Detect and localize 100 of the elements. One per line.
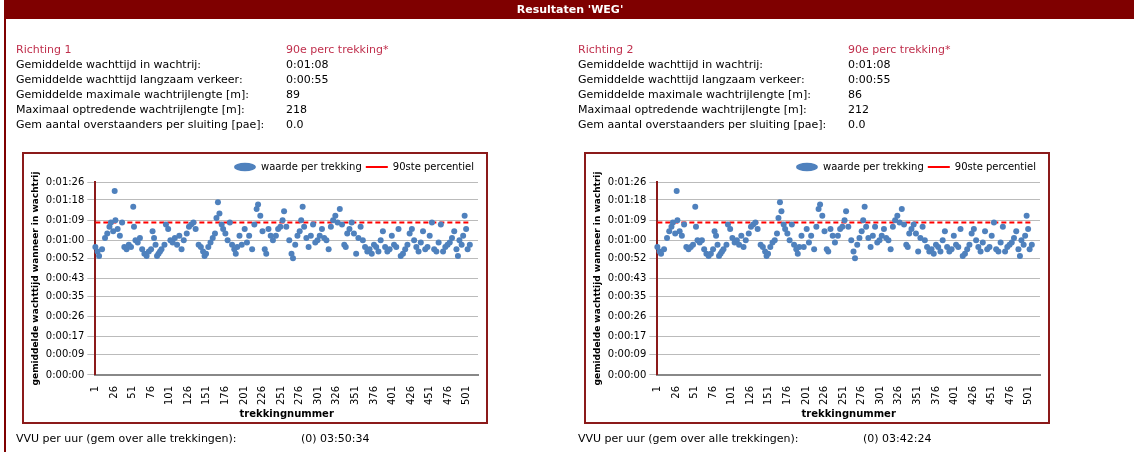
text: Gemiddelde wachttijd langzaam verkeer:	[16, 72, 244, 87]
text: VVU per uur (gem over alle trekkingen):	[578, 432, 800, 445]
y-tick-label: 0:00:00	[607, 368, 647, 380]
x-tick-label: 401	[948, 385, 960, 406]
y-tick-label: 0:00:35	[607, 290, 647, 301]
legend-label: waarde per trekking	[260, 160, 362, 172]
text: Gemiddelde wachttijd in wachtrij:	[578, 57, 764, 72]
x-tick-label: 176	[218, 385, 230, 406]
x-tick-label: 376	[929, 385, 941, 406]
x-axis-title: trekkingnummer	[801, 407, 896, 419]
y-tick-label: 0:01:26	[607, 175, 647, 187]
y-tick-label: 0:01:18	[607, 193, 647, 205]
x-tick-label: 76	[144, 385, 156, 399]
text: Gem aantal overstaanders per sluiting [pae]:	[16, 117, 266, 132]
x-tick-label: 126	[743, 385, 755, 406]
text: 0:00:55	[286, 72, 329, 87]
x-tick-label: 51	[688, 385, 700, 399]
y-tick-label: 0:01:09	[607, 213, 647, 225]
text: Maximaal optredende wachtrijlengte [m]:	[578, 102, 808, 117]
x-tick-label: 276	[855, 385, 867, 406]
x-tick-label: 226	[818, 385, 830, 406]
x-tick-label: 501	[460, 385, 472, 406]
y-tick-label: 0:00:00	[45, 368, 85, 380]
x-tick-label: 301	[873, 385, 885, 406]
text: 86	[848, 87, 862, 102]
text: Richting 1	[16, 42, 73, 57]
text: 90e perc trekking*	[286, 42, 389, 57]
x-tick-label: 151	[762, 385, 774, 406]
y-tick-label: 0:00:09	[45, 348, 85, 360]
x-tick-label: 301	[311, 385, 323, 406]
y-tick-label: 0:00:52	[45, 251, 85, 263]
x-tick-label: 251	[836, 385, 848, 406]
text: VVU per uur (gem over alle trekkingen):	[16, 432, 238, 445]
x-tick-label: 201	[237, 385, 249, 406]
x-tick-label: 326	[892, 385, 904, 406]
x-axis-title: trekkingnummer	[239, 407, 334, 419]
x-tick-label: 76	[706, 385, 718, 399]
x-tick-label: 51	[126, 385, 138, 399]
x-tick-label: 26	[669, 385, 681, 399]
x-tick-label: 101	[725, 385, 737, 406]
text: 0:01:08	[286, 57, 329, 72]
x-tick-label: 451	[985, 385, 997, 406]
text: 0.0	[848, 117, 866, 132]
text: 0:01:08	[848, 57, 891, 72]
y-tick-label: 0:00:43	[45, 272, 85, 284]
y-tick-label: 0:01:18	[45, 193, 85, 205]
legend-label: waarde per trekking	[822, 160, 924, 172]
text: Gemiddelde maximale wachtrijlengte [m]:	[578, 87, 812, 102]
legend-label: 90ste percentiel	[954, 160, 1037, 172]
text: (0) 03:50:34	[301, 432, 370, 445]
y-tick-label: 0:00:26	[45, 310, 85, 322]
x-tick-label: 501	[1022, 385, 1034, 406]
y-tick-label: 0:00:09	[607, 348, 647, 360]
text: 0:00:55	[848, 72, 891, 87]
y-axis-title: gemiddelde wachttijd wanneer in wachtrij	[29, 171, 40, 386]
y-axis-title: gemiddelde wachttijd wanneer in wachtrij	[591, 171, 602, 386]
text: Resultaten 'WEG'	[6, 0, 1134, 19]
y-tick-label: 0:00:17	[45, 330, 85, 342]
x-tick-label: 101	[163, 385, 175, 406]
x-tick-label: 326	[330, 385, 342, 406]
y-tick-label: 0:00:26	[607, 310, 647, 322]
text: (0) 03:42:24	[863, 432, 932, 445]
x-tick-label: 151	[200, 385, 212, 406]
text: Maximaal optredende wachtrijlengte [m]:	[16, 102, 246, 117]
x-tick-label: 351	[349, 385, 360, 406]
x-tick-label: 376	[367, 385, 379, 406]
x-tick-label: 1	[650, 385, 662, 393]
text: Gemiddelde maximale wachtrijlengte [m]:	[16, 87, 250, 102]
x-tick-label: 26	[107, 385, 119, 399]
text: 212	[848, 102, 869, 117]
x-tick-label: 476	[441, 385, 453, 406]
x-tick-label: 276	[293, 385, 305, 406]
x-tick-label: 426	[966, 385, 978, 406]
x-tick-label: 176	[780, 385, 792, 406]
x-tick-label: 1	[88, 385, 100, 393]
y-tick-label: 0:00:17	[607, 330, 647, 342]
x-tick-label: 401	[386, 385, 398, 406]
x-tick-label: 351	[911, 385, 922, 406]
text: 89	[286, 87, 300, 102]
x-tick-label: 426	[404, 385, 416, 406]
text: 90e perc trekking*	[848, 42, 951, 57]
y-tick-label: 0:00:52	[607, 251, 647, 263]
y-tick-label: 0:01:00	[607, 233, 647, 245]
x-tick-label: 476	[1003, 385, 1015, 406]
x-tick-label: 226	[256, 385, 268, 406]
x-tick-label: 201	[799, 385, 811, 406]
text: Gemiddelde wachttijd langzaam verkeer:	[578, 72, 806, 87]
x-tick-label: 251	[274, 385, 286, 406]
text: Gem aantal overstaanders per sluiting [pae]:	[578, 117, 828, 132]
text: 218	[286, 102, 307, 117]
text: 0.0	[286, 117, 304, 132]
y-tick-label: 0:00:43	[607, 272, 647, 284]
y-tick-label: 0:00:35	[45, 290, 85, 301]
x-tick-label: 451	[423, 385, 435, 406]
y-tick-label: 0:01:00	[45, 233, 85, 245]
text: Richting 2	[578, 42, 635, 57]
y-tick-label: 0:01:09	[45, 213, 85, 225]
text: Gemiddelde wachttijd in wachtrij:	[16, 57, 202, 72]
legend-label: 90ste percentiel	[392, 160, 475, 172]
y-tick-label: 0:01:26	[45, 175, 85, 187]
